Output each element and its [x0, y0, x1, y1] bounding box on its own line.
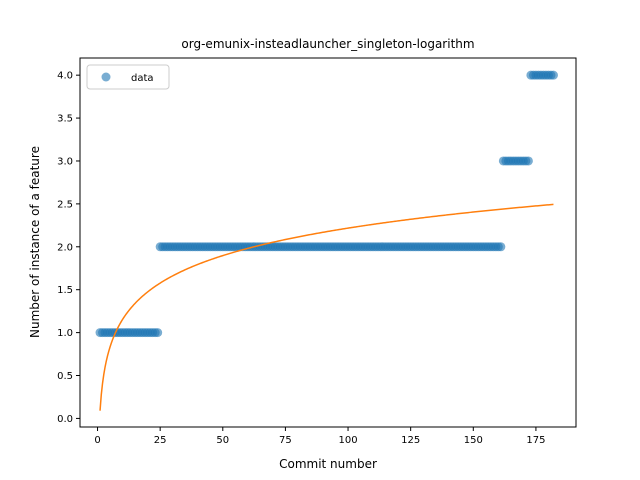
- chart-title: org-emunix-insteadlauncher_singleton-log…: [181, 37, 474, 51]
- x-axis: 0 25 50 75 100 125 150 175: [94, 427, 545, 446]
- data-point: [153, 328, 163, 338]
- x-tick-label: 175: [526, 435, 545, 446]
- x-tick-label: 25: [154, 435, 167, 446]
- y-tick-label: 3.5: [57, 114, 73, 125]
- x-tick-label: 150: [464, 435, 483, 446]
- x-tick-label: 100: [338, 435, 357, 446]
- y-tick-label: 2.0: [57, 242, 73, 253]
- x-tick-label: 125: [401, 435, 420, 446]
- data-point: [548, 70, 558, 80]
- y-tick-label: 0.5: [57, 371, 73, 382]
- axes-frame: [79, 57, 577, 428]
- y-tick-label: 4.0: [57, 71, 73, 82]
- data-point: [496, 242, 506, 252]
- legend: data: [86, 64, 170, 90]
- x-axis-label: Commit number: [279, 457, 377, 471]
- fit-line: [99, 203, 554, 411]
- y-tick-label: 1.0: [57, 328, 73, 339]
- legend-label-data: data: [131, 73, 154, 84]
- plot-area: [95, 70, 558, 411]
- legend-box: [86, 64, 170, 90]
- y-axis-label: Number of instance of a feature: [28, 146, 42, 338]
- y-axis: 0.0 0.5 1.0 1.5 2.0 2.5 3.0 3.5 4.0: [57, 71, 80, 425]
- y-tick-label: 2.5: [57, 199, 73, 210]
- y-tick-label: 0.0: [57, 414, 73, 425]
- x-tick-label: 75: [279, 435, 292, 446]
- y-tick-label: 3.0: [57, 156, 73, 167]
- x-tick-label: 0: [94, 435, 100, 446]
- legend-marker-data: [101, 72, 111, 82]
- x-tick-label: 50: [216, 435, 229, 446]
- y-tick-label: 1.5: [57, 285, 73, 296]
- data-point: [523, 156, 533, 166]
